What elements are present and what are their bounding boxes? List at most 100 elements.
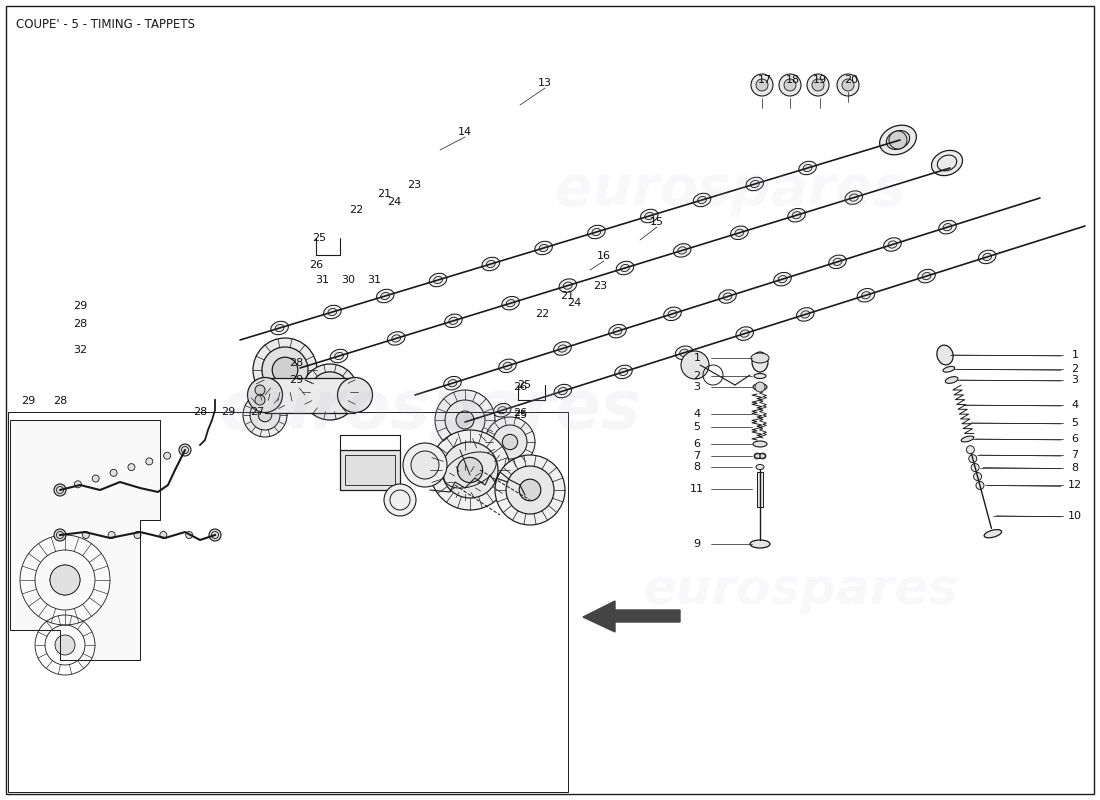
Ellipse shape bbox=[861, 292, 870, 299]
Bar bbox=[345, 455, 395, 485]
Text: 25: 25 bbox=[312, 233, 326, 243]
Ellipse shape bbox=[275, 325, 284, 331]
Ellipse shape bbox=[828, 255, 846, 269]
Text: 5: 5 bbox=[693, 422, 701, 432]
Circle shape bbox=[211, 531, 219, 538]
Circle shape bbox=[75, 481, 81, 488]
Ellipse shape bbox=[563, 282, 572, 289]
Ellipse shape bbox=[680, 349, 689, 356]
Ellipse shape bbox=[554, 384, 572, 398]
Ellipse shape bbox=[539, 245, 548, 251]
Ellipse shape bbox=[796, 308, 814, 321]
Circle shape bbox=[146, 458, 153, 465]
Text: 22: 22 bbox=[535, 309, 549, 319]
Circle shape bbox=[272, 357, 298, 383]
Ellipse shape bbox=[754, 374, 766, 378]
Circle shape bbox=[164, 452, 170, 459]
Ellipse shape bbox=[754, 383, 767, 390]
Ellipse shape bbox=[338, 378, 373, 413]
Ellipse shape bbox=[693, 194, 711, 206]
Circle shape bbox=[384, 484, 416, 516]
Ellipse shape bbox=[750, 540, 770, 548]
Circle shape bbox=[310, 372, 350, 412]
Text: eurospares: eurospares bbox=[642, 566, 958, 614]
Text: 18: 18 bbox=[785, 75, 800, 85]
Circle shape bbox=[812, 79, 824, 91]
Ellipse shape bbox=[982, 254, 991, 261]
Text: 5: 5 bbox=[1071, 418, 1078, 428]
Text: 6: 6 bbox=[1071, 434, 1078, 444]
Circle shape bbox=[503, 434, 518, 450]
Text: COUPE' - 5 - TIMING - TAPPETS: COUPE' - 5 - TIMING - TAPPETS bbox=[16, 18, 195, 31]
Circle shape bbox=[756, 79, 768, 91]
Circle shape bbox=[446, 400, 485, 440]
Circle shape bbox=[842, 79, 854, 91]
Ellipse shape bbox=[697, 197, 706, 203]
Ellipse shape bbox=[922, 273, 931, 280]
Circle shape bbox=[160, 531, 167, 538]
Circle shape bbox=[55, 635, 75, 655]
Text: eurospares: eurospares bbox=[219, 377, 640, 443]
Text: 7: 7 bbox=[1071, 450, 1079, 460]
Ellipse shape bbox=[448, 379, 456, 386]
Circle shape bbox=[493, 425, 527, 459]
Ellipse shape bbox=[678, 247, 686, 254]
Ellipse shape bbox=[328, 309, 337, 315]
Text: eurospares: eurospares bbox=[554, 163, 905, 217]
Ellipse shape bbox=[503, 362, 512, 370]
Text: 21: 21 bbox=[560, 291, 574, 301]
Ellipse shape bbox=[663, 307, 681, 321]
Ellipse shape bbox=[887, 130, 910, 150]
Ellipse shape bbox=[945, 377, 958, 383]
Text: 24: 24 bbox=[387, 197, 402, 207]
Text: 4: 4 bbox=[693, 409, 701, 419]
Circle shape bbox=[495, 455, 565, 525]
Circle shape bbox=[92, 475, 99, 482]
Bar bbox=[757, 472, 763, 507]
Circle shape bbox=[681, 351, 710, 379]
Text: 11: 11 bbox=[690, 484, 704, 494]
Text: 28: 28 bbox=[53, 396, 67, 406]
Circle shape bbox=[974, 473, 981, 481]
Circle shape bbox=[784, 79, 796, 91]
Ellipse shape bbox=[613, 327, 621, 334]
Circle shape bbox=[411, 451, 439, 479]
Circle shape bbox=[969, 454, 977, 462]
Ellipse shape bbox=[323, 306, 341, 318]
Circle shape bbox=[485, 417, 535, 467]
Ellipse shape bbox=[645, 213, 653, 219]
Ellipse shape bbox=[248, 378, 283, 413]
Ellipse shape bbox=[486, 261, 495, 267]
Ellipse shape bbox=[559, 279, 576, 292]
Text: 31: 31 bbox=[367, 275, 381, 285]
Ellipse shape bbox=[640, 210, 658, 222]
Circle shape bbox=[460, 477, 471, 487]
Ellipse shape bbox=[535, 242, 552, 254]
Ellipse shape bbox=[755, 454, 766, 458]
Circle shape bbox=[253, 338, 317, 402]
Text: 26: 26 bbox=[513, 408, 527, 418]
Text: 3: 3 bbox=[1071, 375, 1078, 385]
Text: 28: 28 bbox=[192, 407, 207, 417]
Text: 29: 29 bbox=[21, 396, 35, 406]
Ellipse shape bbox=[608, 325, 626, 338]
Circle shape bbox=[50, 565, 80, 595]
Ellipse shape bbox=[444, 314, 462, 327]
Circle shape bbox=[262, 347, 308, 393]
Ellipse shape bbox=[751, 353, 769, 363]
Text: 4: 4 bbox=[1071, 400, 1079, 410]
Circle shape bbox=[971, 463, 979, 471]
Circle shape bbox=[453, 470, 477, 494]
Ellipse shape bbox=[750, 181, 759, 187]
Circle shape bbox=[403, 443, 447, 487]
Bar bbox=[8, 412, 568, 792]
Ellipse shape bbox=[381, 293, 389, 299]
Ellipse shape bbox=[559, 387, 568, 394]
Text: 12: 12 bbox=[1068, 481, 1082, 490]
Ellipse shape bbox=[433, 277, 442, 283]
Text: 25: 25 bbox=[517, 380, 531, 390]
Ellipse shape bbox=[735, 230, 744, 236]
Text: 25: 25 bbox=[513, 410, 527, 420]
Ellipse shape bbox=[498, 359, 516, 373]
Ellipse shape bbox=[803, 165, 812, 171]
